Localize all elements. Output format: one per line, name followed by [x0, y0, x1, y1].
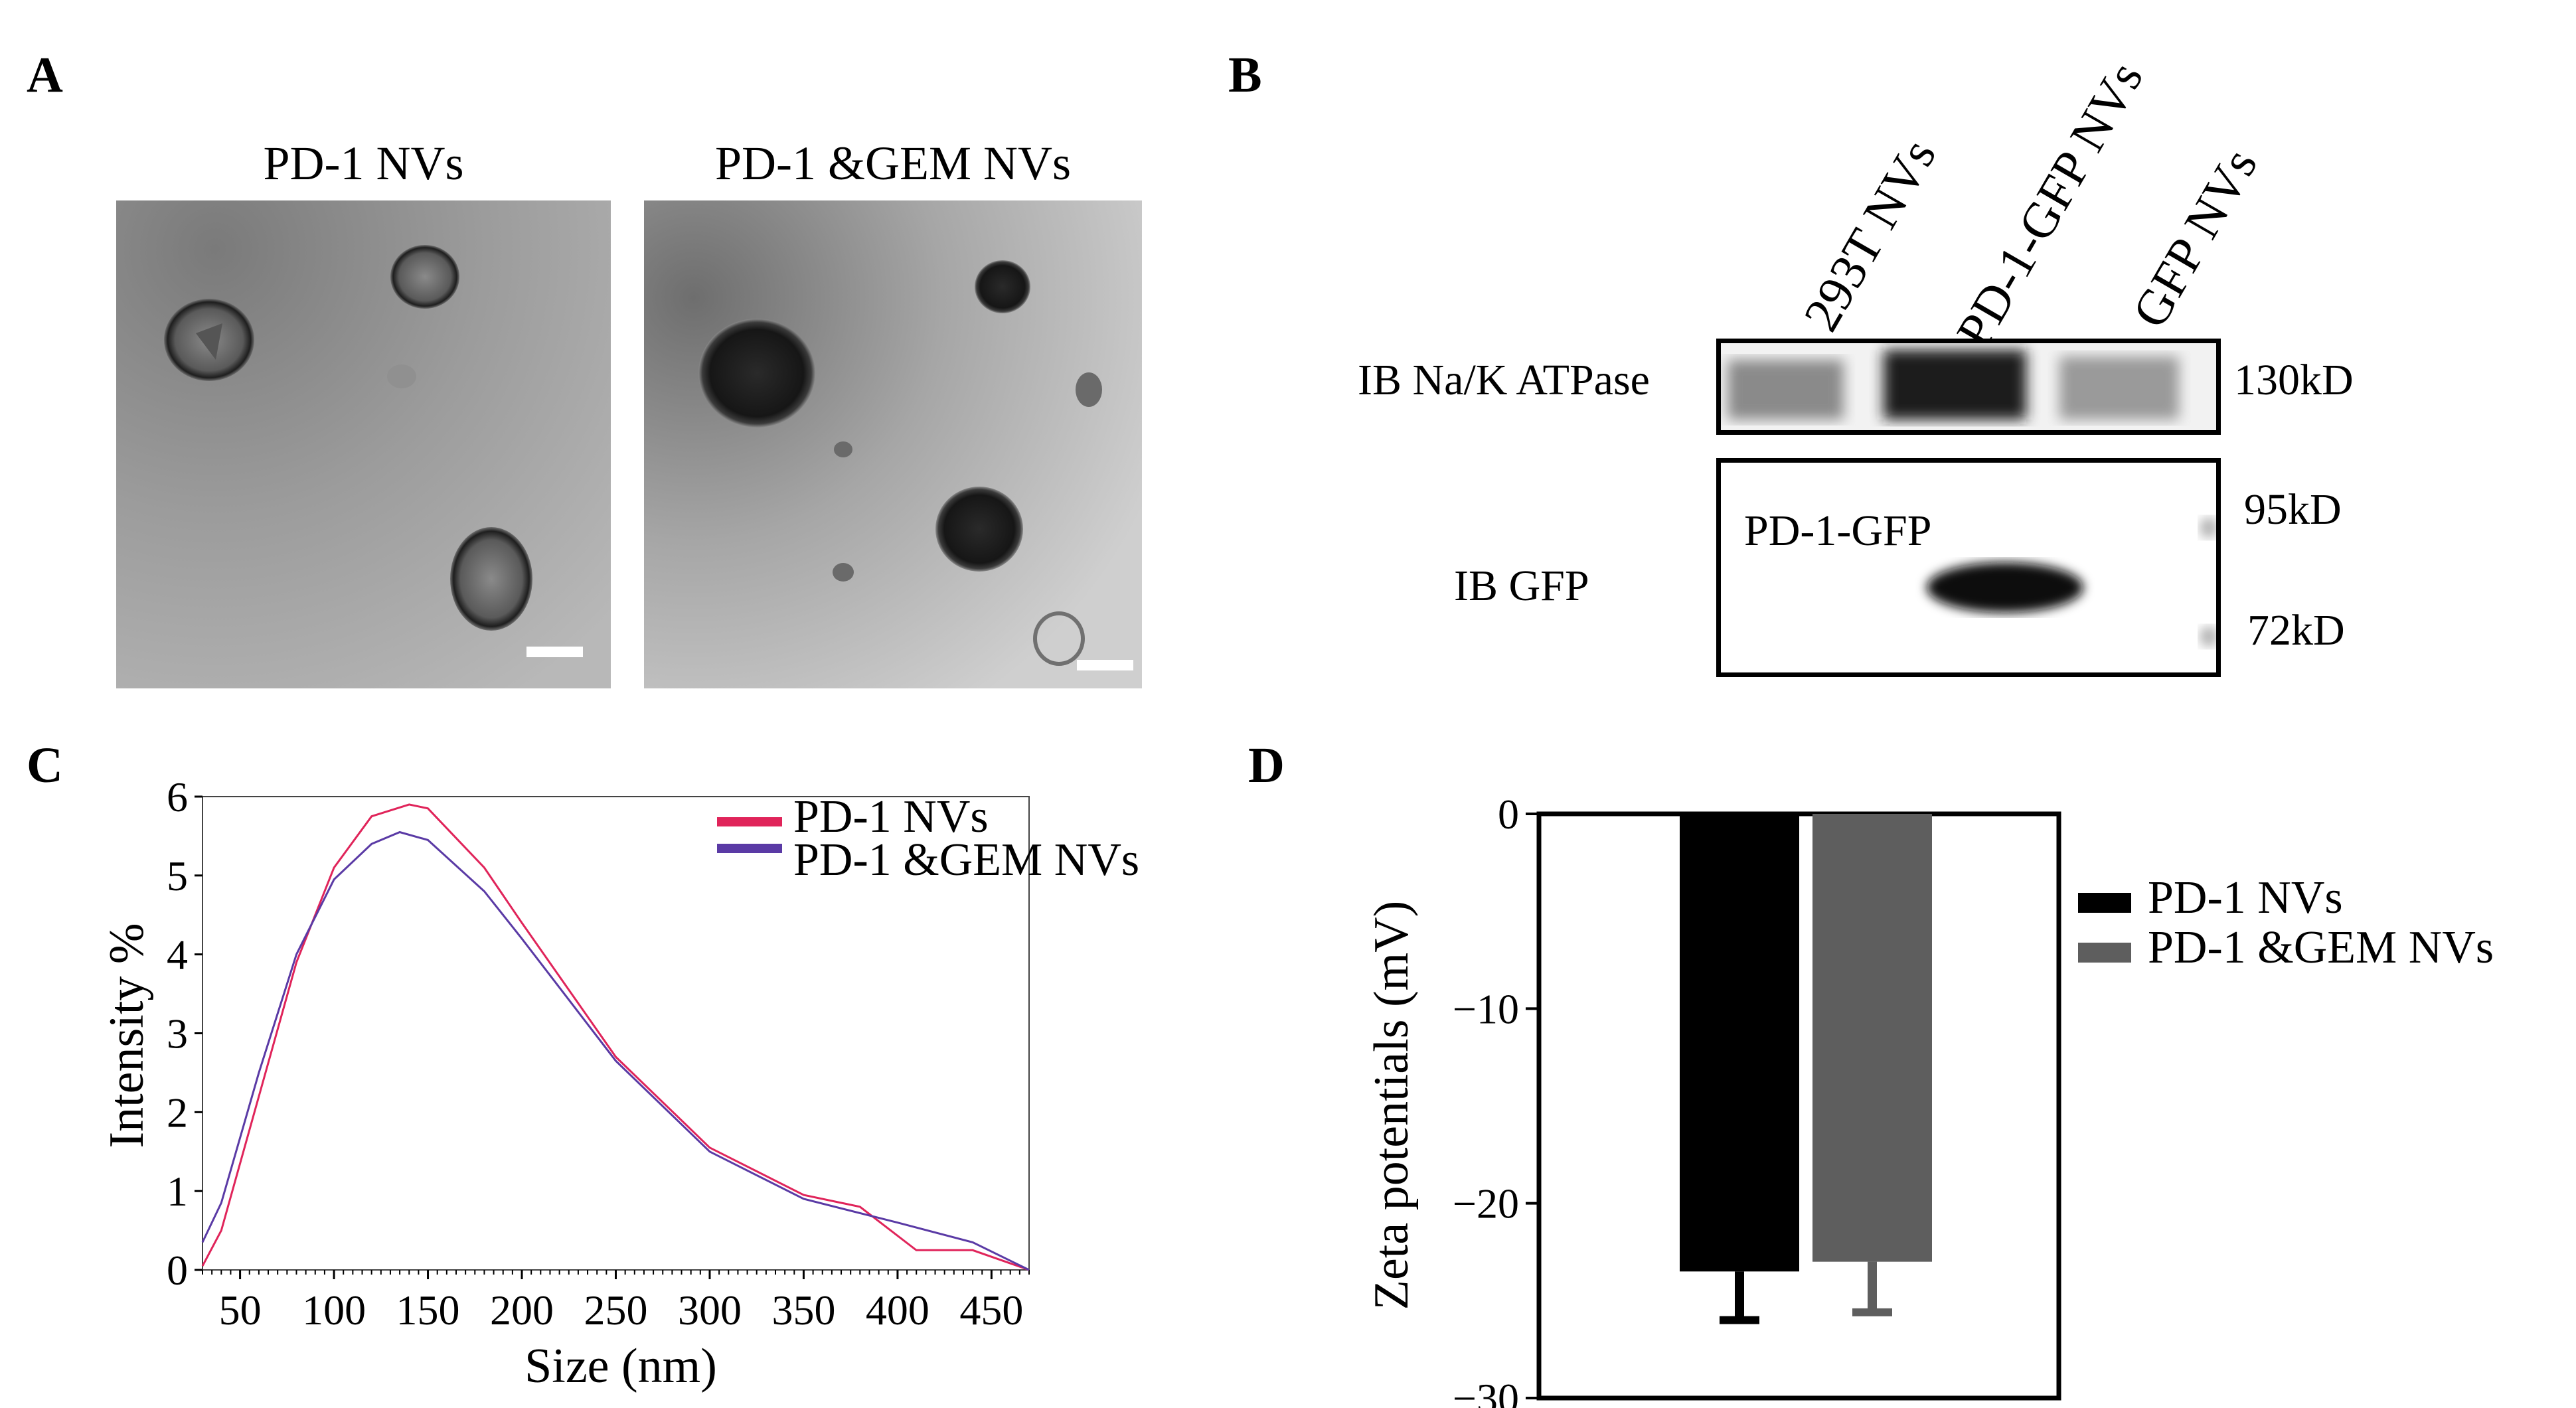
- vesicle-shape: [935, 487, 1023, 572]
- x-tick-label: 250: [584, 1287, 648, 1334]
- legend-swatch-pd1-gem-nvs: [2078, 943, 2131, 963]
- vesicle-shape: [390, 245, 459, 309]
- lane-label-293t-nvs: 293T NVs: [1793, 129, 1947, 341]
- x-tick-label: 400: [866, 1287, 929, 1334]
- lane-label-gfp-nvs: GFP NVs: [2121, 139, 2269, 337]
- bar-pd1-gem-nvs: [1812, 814, 1932, 1262]
- vesicle-shape: [975, 260, 1030, 313]
- legend-label-pd1-nvs: PD-1 NVs: [793, 791, 989, 842]
- x-tick-label: 200: [490, 1287, 554, 1334]
- scale-bar: [1077, 660, 1133, 670]
- blot-na-k-atpase: [1716, 339, 2221, 435]
- chart-c-x-label: Size (nm): [524, 1339, 717, 1393]
- zeta-potential-chart: 0 −10 −20 −30 Zeta potentials (mV) PD-1 NVs…: [1364, 791, 2494, 1408]
- dls-size-chart: 0 1 2 3 4 5 6 50 100 150 200 250 300 350 400 450 Inten…: [100, 773, 1139, 1393]
- legend-label-pd1-gem-nvs: PD-1 &GEM NVs: [2148, 922, 2494, 973]
- y-tick-label: 0: [1498, 791, 1519, 838]
- x-tick-label: 150: [396, 1287, 460, 1334]
- band: [1884, 350, 2026, 420]
- blot-label-gfp: IB GFP: [1454, 562, 1589, 610]
- chart-c-y-label: Intensity %: [100, 923, 154, 1148]
- marker-95kd: 95kD: [2244, 485, 2342, 534]
- y-tick-label: 2: [167, 1089, 188, 1136]
- legend-label-pd1-nvs: PD-1 NVs: [2148, 872, 2343, 923]
- vesicle-shape: [698, 319, 815, 428]
- lane-label-pd1-gfp-nvs: PD-1-GFP NVs: [1945, 52, 2154, 357]
- panel-letter-c: C: [27, 738, 63, 793]
- band: [1927, 562, 2083, 613]
- legend-label-pd1-gem-nvs: PD-1 &GEM NVs: [793, 834, 1139, 886]
- chart-d-y-label: Zeta potentials (mV): [1364, 901, 1419, 1310]
- x-tick-label: 450: [959, 1287, 1023, 1334]
- band: [1728, 360, 1844, 420]
- y-tick-label: −10: [1453, 985, 1519, 1032]
- bar-pd1-nvs: [1680, 814, 1799, 1272]
- marker-130kd: 130kD: [2234, 356, 2354, 404]
- tem-image-1-title: PD-1 NVs: [263, 137, 464, 190]
- tem-image-pd1-gem-nvs: [644, 200, 1142, 688]
- legend-swatch-pd1-nvs: [2078, 893, 2131, 913]
- panel-letter-a: A: [27, 47, 63, 103]
- y-tick-label: −20: [1453, 1180, 1519, 1227]
- chart-c-frame: [202, 796, 1030, 1271]
- y-tick-label: 4: [167, 931, 188, 978]
- y-tick-label: −30: [1453, 1375, 1519, 1408]
- series-line-pd1-gem-nvs: [201, 830, 1030, 1271]
- marker-72kd: 72kD: [2247, 606, 2345, 655]
- series-line-pd1-nvs: [201, 803, 1030, 1271]
- y-tick-label: 1: [167, 1168, 188, 1215]
- y-tick-label: 6: [167, 773, 188, 821]
- tem-image-2-title: PD-1 &GEM NVs: [714, 137, 1072, 190]
- panel-letter-d: D: [1248, 738, 1285, 793]
- band-label-pd1-gfp: PD-1-GFP: [1744, 507, 1932, 555]
- x-tick-label: 100: [302, 1287, 366, 1334]
- x-tick-label: 350: [771, 1287, 835, 1334]
- vesicle-shape: [450, 527, 532, 631]
- blot-label-na-k-atpase: IB Na/K ATPase: [1358, 356, 1650, 404]
- y-tick-label: 3: [167, 1010, 188, 1057]
- band: [2059, 356, 2179, 420]
- x-tick-label: 300: [678, 1287, 742, 1334]
- tem-image-pd1-nvs: [116, 200, 611, 688]
- y-tick-label: 5: [167, 852, 188, 900]
- scale-bar: [526, 647, 583, 657]
- x-tick-label: 50: [219, 1287, 262, 1334]
- panel-letter-b: B: [1228, 47, 1262, 103]
- blot-gfp: PD-1-GFP: [1716, 458, 2221, 677]
- y-tick-label: 0: [167, 1247, 188, 1294]
